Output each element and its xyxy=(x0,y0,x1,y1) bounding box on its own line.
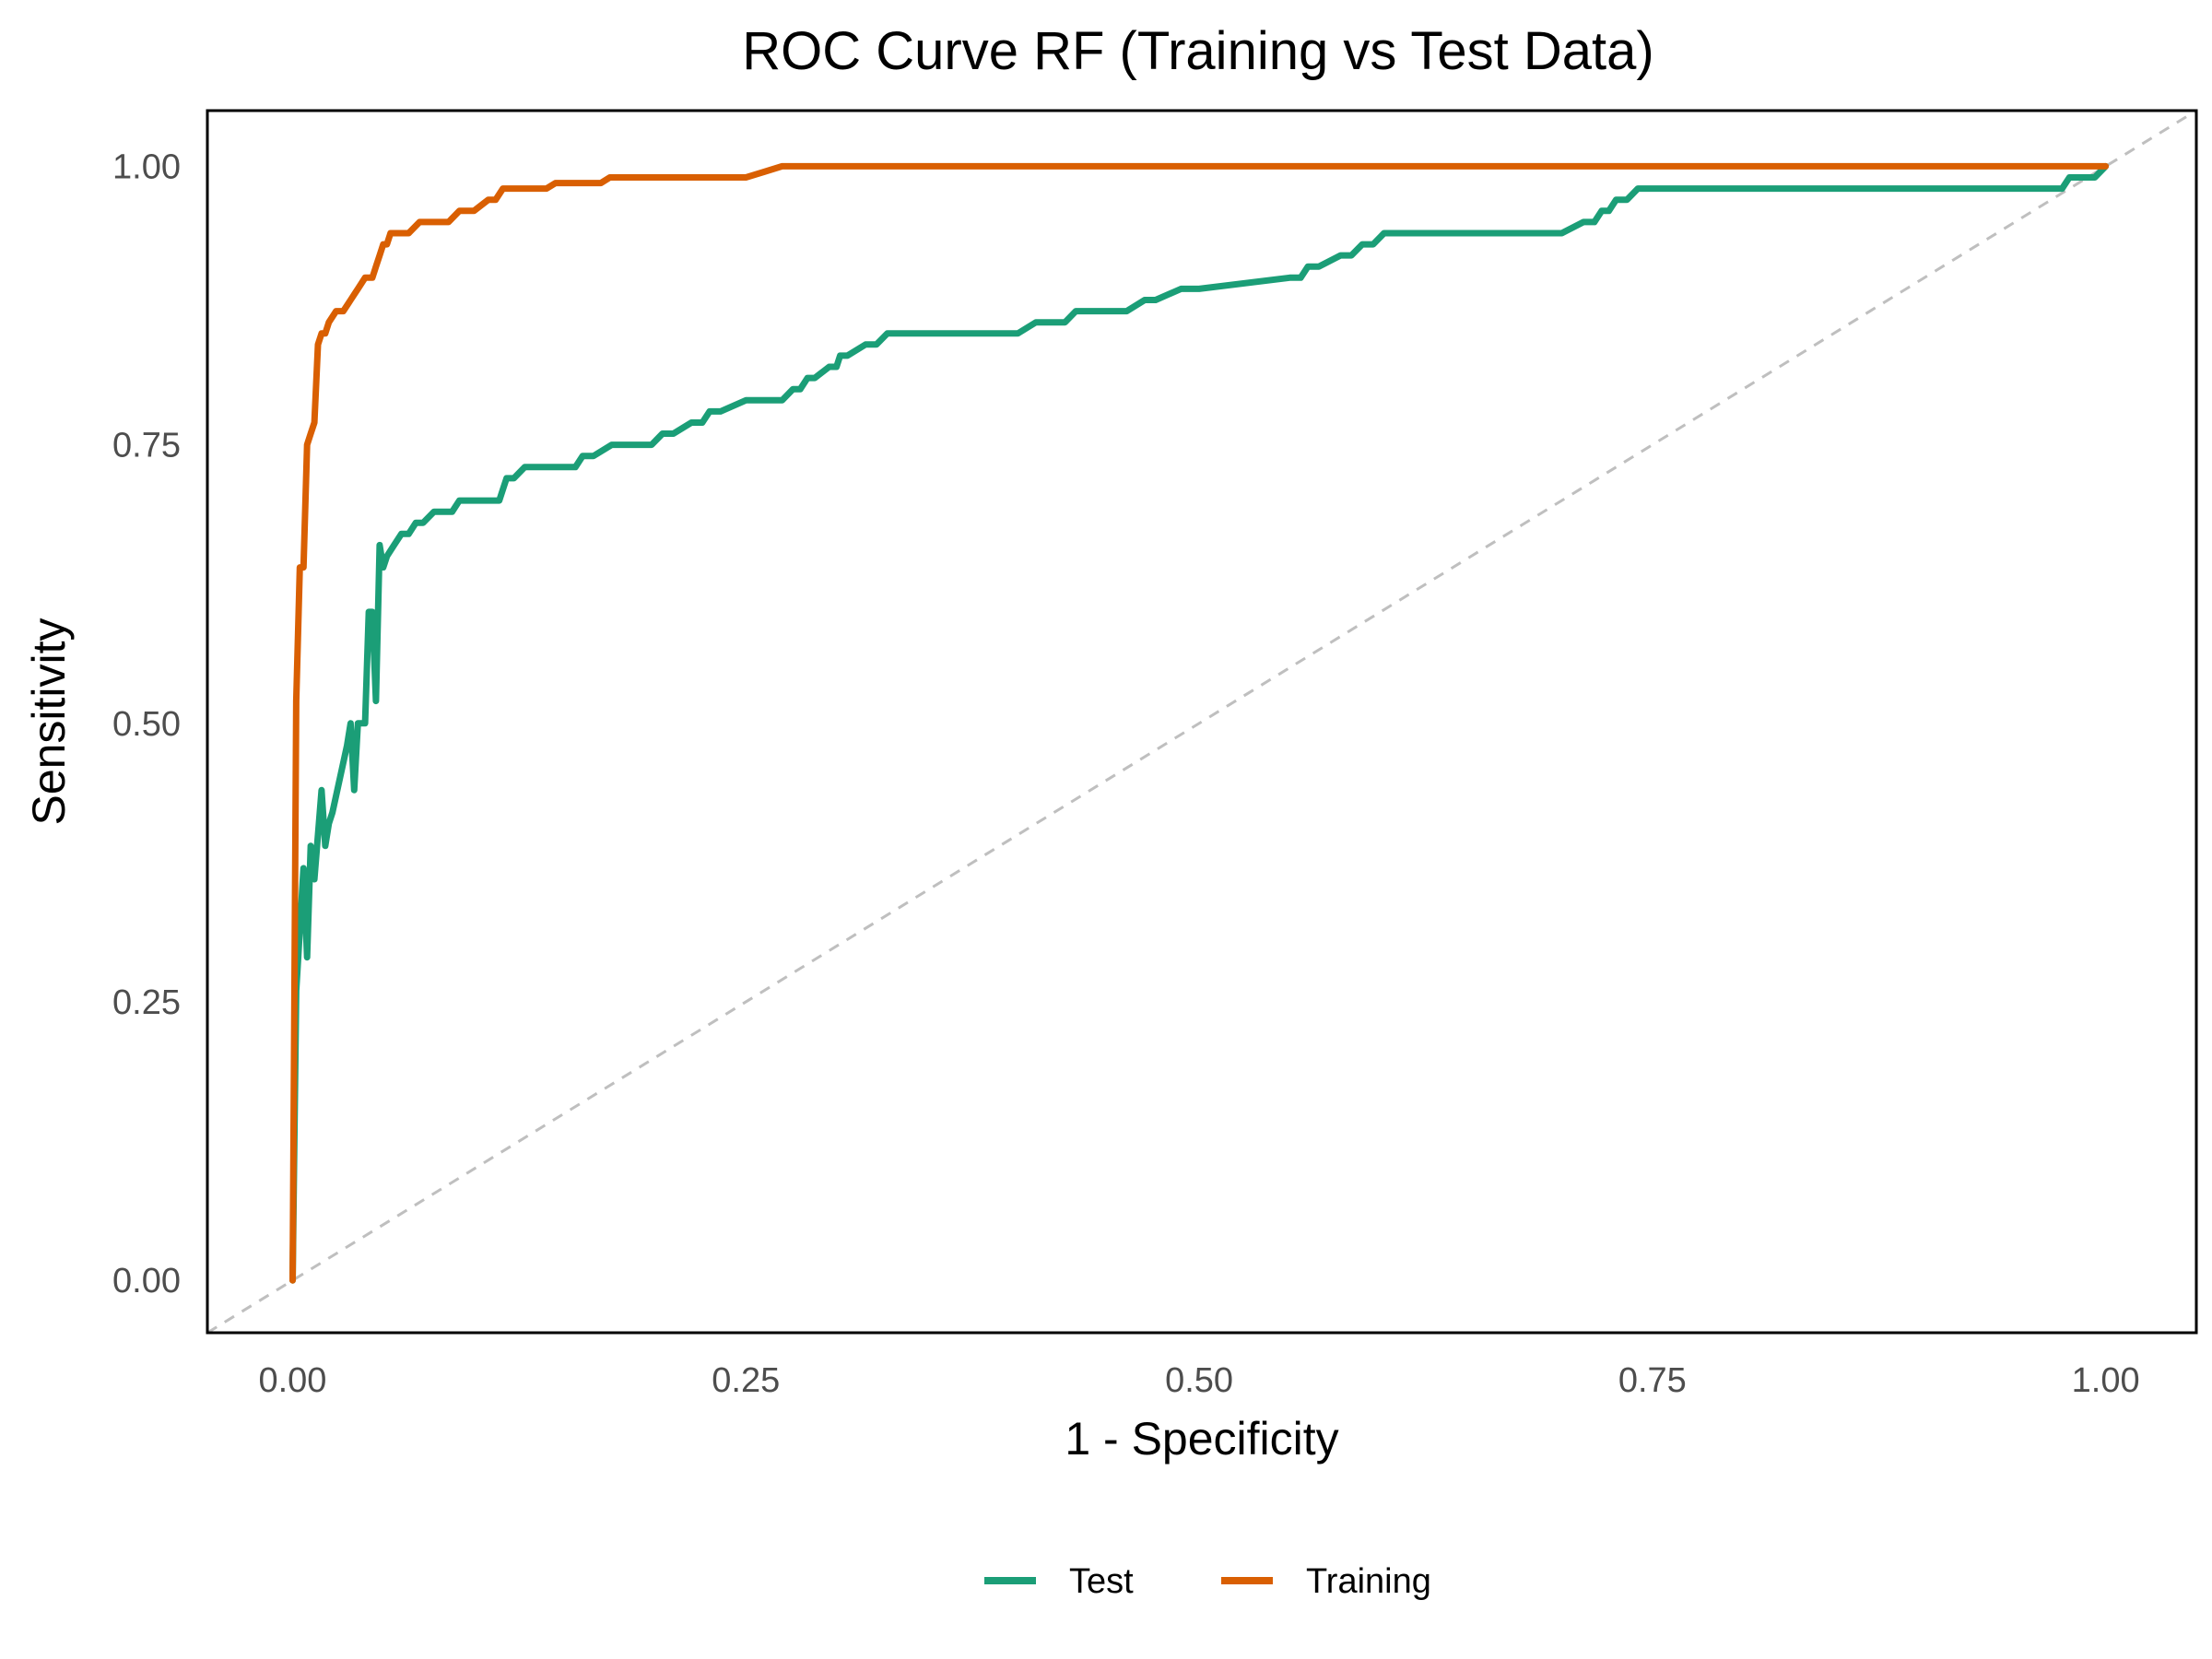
y-tick-label: 0.00 xyxy=(112,1262,181,1300)
y-tick-label: 0.50 xyxy=(112,705,181,744)
plot-area xyxy=(206,109,2198,1335)
series-line-test xyxy=(289,162,2110,1284)
y-tick-label: 0.75 xyxy=(112,427,181,465)
plot-border xyxy=(206,109,2198,1335)
x-tick-label: 0.25 xyxy=(712,1361,780,1400)
y-tick-label: 1.00 xyxy=(112,147,181,186)
y-tick-label: 0.25 xyxy=(112,983,181,1022)
series-layer xyxy=(289,162,2110,1284)
x-axis-label: 1 - Specificity xyxy=(1065,1413,1338,1465)
legend-label-test: Test xyxy=(1069,1562,1134,1601)
legend: Test Training xyxy=(984,1562,1431,1601)
series-line-training xyxy=(289,162,2110,1284)
x-axis-ticks: 0.00 0.25 0.50 0.75 1.00 xyxy=(258,1361,2139,1400)
reference-line-layer xyxy=(207,111,2196,1333)
x-tick-label: 1.00 xyxy=(2072,1361,2140,1400)
x-tick-label: 0.00 xyxy=(258,1361,326,1400)
reference-diagonal-line xyxy=(207,111,2196,1333)
y-axis-label: Sensitivity xyxy=(23,618,75,825)
x-tick-label: 0.50 xyxy=(1165,1361,1233,1400)
legend-label-training: Training xyxy=(1306,1562,1431,1601)
x-tick-label: 0.75 xyxy=(1618,1361,1687,1400)
y-axis-ticks: 0.00 0.25 0.50 0.75 1.00 xyxy=(112,147,181,1300)
chart-title: ROC Curve RF (Training vs Test Data) xyxy=(742,21,1653,81)
